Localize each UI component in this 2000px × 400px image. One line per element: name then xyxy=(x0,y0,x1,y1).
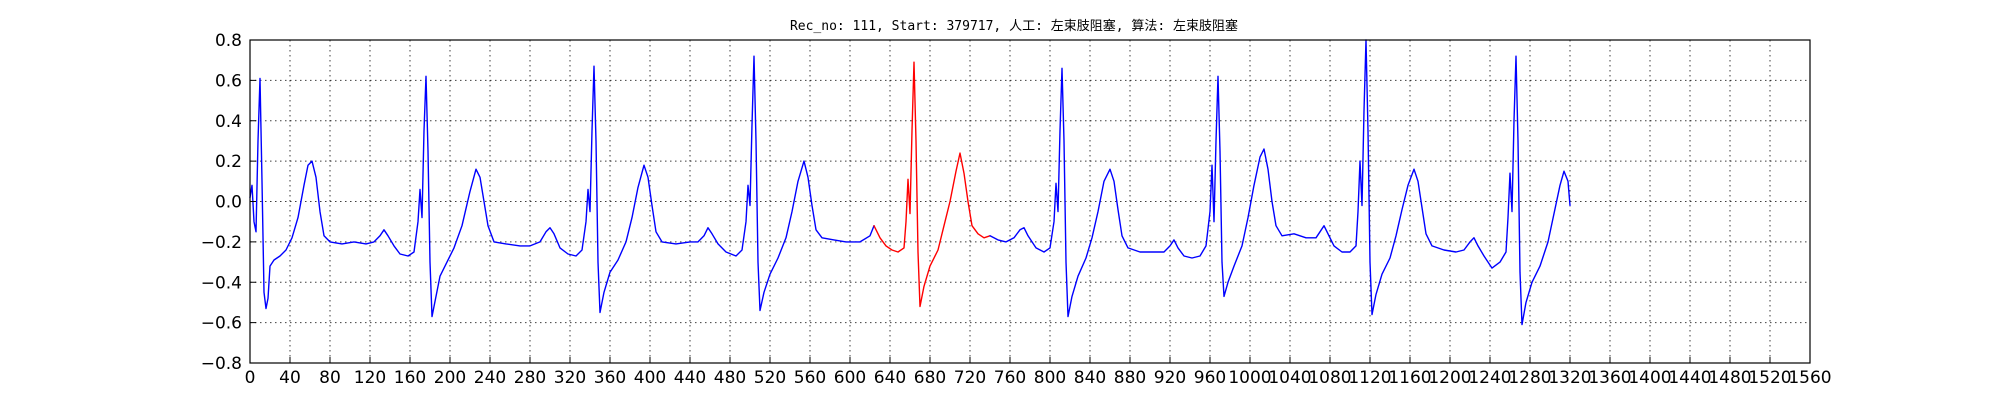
x-tick-label: 280 xyxy=(514,368,546,388)
x-tick-label: 0 xyxy=(245,368,256,388)
x-tick-label: 1120 xyxy=(1348,368,1391,388)
x-tick-label: 1560 xyxy=(1788,368,1831,388)
x-tick-label: 320 xyxy=(554,368,586,388)
x-tick-label: 1480 xyxy=(1708,368,1751,388)
y-tick-label: 0.8 xyxy=(215,31,242,51)
x-tick-label: 1200 xyxy=(1428,368,1471,388)
x-tick-label: 1400 xyxy=(1628,368,1671,388)
x-tick-label: 360 xyxy=(594,368,626,388)
y-tick-label: 0.4 xyxy=(215,112,242,132)
y-tick-label: 0.0 xyxy=(215,193,242,213)
y-tick-label: −0.4 xyxy=(201,273,242,293)
x-tick-label: 400 xyxy=(634,368,666,388)
x-tick-label: 1160 xyxy=(1388,368,1431,388)
x-tick-label: 920 xyxy=(1154,368,1186,388)
x-tick-label: 1000 xyxy=(1228,368,1271,388)
x-tick-label: 560 xyxy=(794,368,826,388)
x-tick-label: 200 xyxy=(434,368,466,388)
x-tick-label: 240 xyxy=(474,368,506,388)
y-tick-label: 0.2 xyxy=(215,152,242,172)
x-tick-label: 480 xyxy=(714,368,746,388)
x-tick-label: 1360 xyxy=(1588,368,1631,388)
x-tick-label: 160 xyxy=(394,368,426,388)
x-tick-label: 720 xyxy=(954,368,986,388)
y-tick-label: −0.8 xyxy=(201,354,242,374)
x-tick-label: 520 xyxy=(754,368,786,388)
ecg-series-line-1 xyxy=(250,56,874,316)
x-tick-label: 880 xyxy=(1114,368,1146,388)
x-tick-label: 840 xyxy=(1074,368,1106,388)
x-tick-label: 120 xyxy=(354,368,386,388)
chart-title: Rec_no: 111, Start: 379717, 人工: 左束肢阻塞, 算… xyxy=(790,18,1238,34)
y-tick-label: −0.6 xyxy=(201,314,242,334)
tick-layer: 0 40 80 120 160 200 240 280 320 360 400 440 480 520 56… xyxy=(201,31,1832,388)
x-tick-label: 40 xyxy=(279,368,301,388)
y-tick-label: −0.2 xyxy=(201,233,242,253)
x-tick-label: 960 xyxy=(1194,368,1226,388)
x-tick-label: 80 xyxy=(319,368,341,388)
x-tick-label: 1280 xyxy=(1508,368,1551,388)
x-tick-label: 1520 xyxy=(1748,368,1791,388)
x-tick-label: 680 xyxy=(914,368,946,388)
y-tick-label: 0.6 xyxy=(215,71,242,91)
x-tick-label: 1440 xyxy=(1668,368,1711,388)
x-tick-label: 760 xyxy=(994,368,1026,388)
x-tick-label: 800 xyxy=(1034,368,1066,388)
x-tick-label: 1240 xyxy=(1468,368,1511,388)
x-tick-label: 640 xyxy=(874,368,906,388)
x-tick-label: 1040 xyxy=(1268,368,1311,388)
x-tick-label: 1320 xyxy=(1548,368,1591,388)
x-tick-label: 600 xyxy=(834,368,866,388)
x-tick-label: 440 xyxy=(674,368,706,388)
x-tick-label: 1080 xyxy=(1308,368,1351,388)
ecg-series-line-2 xyxy=(874,62,990,306)
